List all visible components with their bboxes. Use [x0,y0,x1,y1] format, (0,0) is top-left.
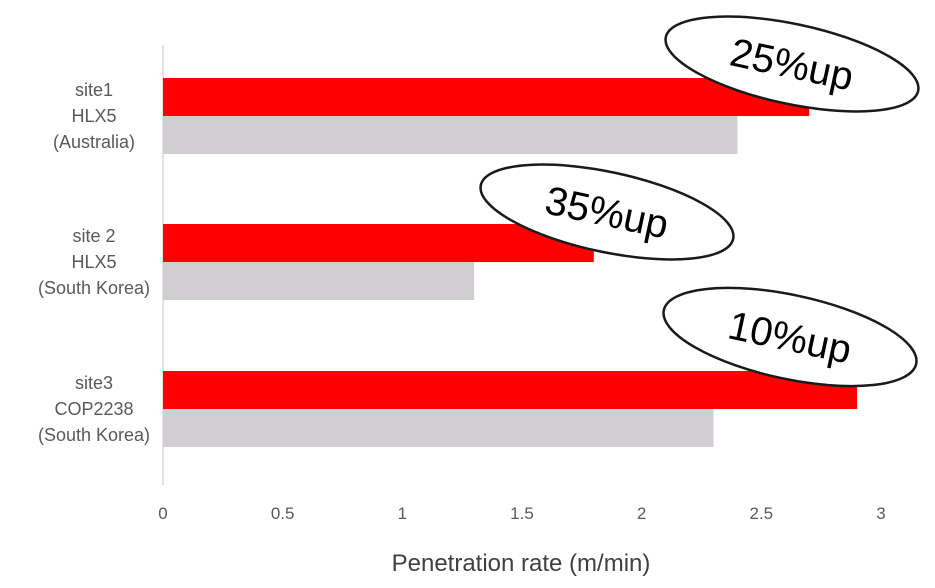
bars-group [163,78,858,447]
x-tick-label: 0 [158,504,167,523]
x-tick-label: 1 [398,504,407,523]
category-label-line: site 2 [72,226,115,246]
bar-series1-cat2 [163,224,594,262]
callout-ellipse [664,15,920,113]
callout-2: 35%up [479,163,735,261]
category-label-line: COP2238 [54,399,133,419]
x-tick-label: 2 [637,504,646,523]
x-tick-label: 0.5 [271,504,295,523]
category-label-line: (Australia) [53,132,135,152]
x-axis-title: Penetration rate (m/min) [392,550,651,577]
x-tick-label: 1.5 [510,504,534,523]
bar-series2-cat3 [163,409,714,447]
category-label-line: (South Korea) [38,425,150,445]
bar-series2-cat1 [163,116,738,154]
callout-ellipse [479,163,735,261]
category-label-line: HLX5 [71,252,116,272]
annotation-callouts: 25%up 35%up 10%up [479,15,920,388]
callout-1: 25%up [664,15,920,113]
bar-series1-cat1 [163,78,810,116]
category-label-1: site1 HLX5 (Australia) [53,80,135,152]
category-labels: site1 HLX5 (Australia) site 2 HLX5 (South Kor… [38,80,150,445]
category-label-line: HLX5 [71,106,116,126]
callout-3: 10%up [662,286,918,388]
bar-series1-cat3 [163,371,858,409]
category-label-line: site1 [75,80,113,100]
x-tick-label: 3 [876,504,885,523]
callout-ellipse [662,286,918,388]
x-tick-label: 2.5 [750,504,774,523]
category-label-line: site3 [75,373,113,393]
x-tick-labels: 0 0.5 1 1.5 2 2.5 3 [158,504,885,523]
category-label-line: (South Korea) [38,278,150,298]
category-label-2: site 2 HLX5 (South Korea) [38,226,150,298]
category-label-3: site3 COP2238 (South Korea) [38,373,150,445]
bar-series2-cat2 [163,262,475,300]
